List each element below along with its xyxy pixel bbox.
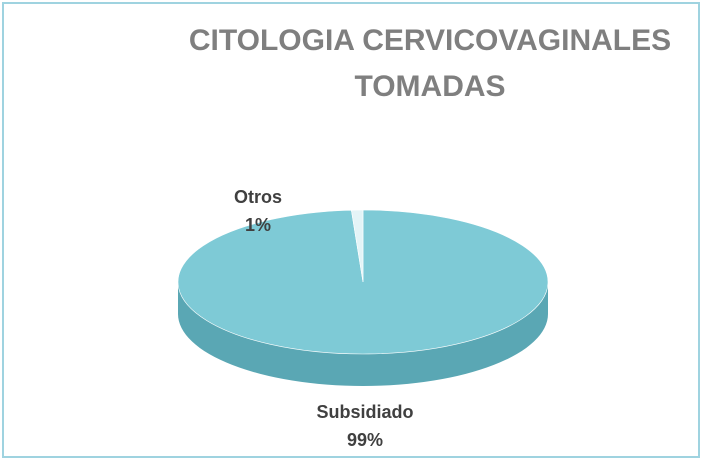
slice-value-label: 1%	[245, 215, 271, 235]
slice-label: Otros	[234, 187, 282, 207]
slice-value-label: 99%	[347, 430, 383, 450]
pie-side	[178, 282, 548, 386]
chart-title: CITOLOGIA CERVICOVAGINALES TOMADAS	[188, 24, 672, 103]
pie-slice	[351, 209, 364, 283]
slice-label: Subsidiado	[316, 402, 413, 422]
pie-slice	[177, 209, 549, 355]
